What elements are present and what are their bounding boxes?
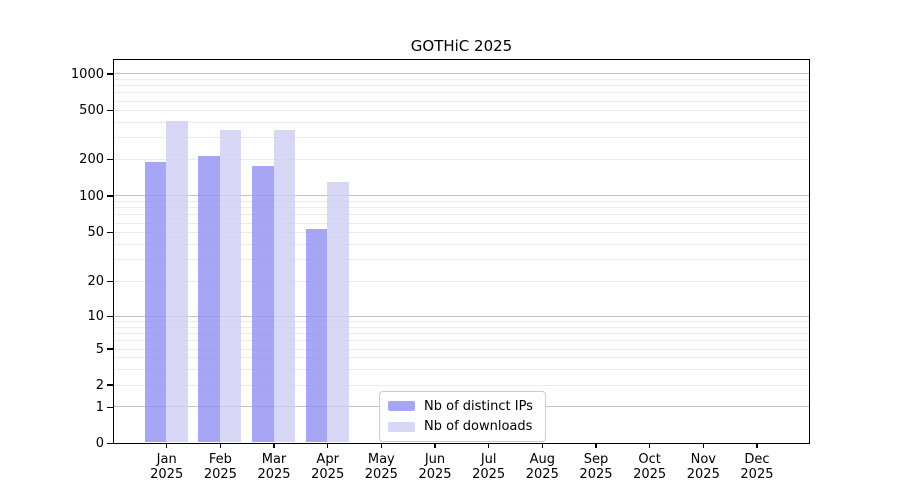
gridline-minor xyxy=(114,201,809,203)
x-tick-label: Apr 2025 xyxy=(311,451,345,483)
x-tick-mark xyxy=(756,443,758,448)
gridline-minor xyxy=(114,332,809,334)
y-tick-mark xyxy=(107,280,113,283)
y-tick-mark xyxy=(107,195,113,197)
x-tick-label: Jul 2025 xyxy=(472,451,506,483)
gridline-minor xyxy=(114,348,809,350)
bar-distinct-ips-mar-2025 xyxy=(252,165,274,442)
y-tick-label: 500 xyxy=(79,103,104,119)
legend-item: Nb of distinct IPs xyxy=(388,397,533,416)
y-tick-label: 5 xyxy=(95,341,104,357)
bar-distinct-ips-jan-2025 xyxy=(144,161,167,442)
bar-downloads-jan-2025 xyxy=(166,120,188,442)
x-tick-mark xyxy=(702,443,705,448)
x-tick-label: Oct 2025 xyxy=(633,451,667,483)
x-tick-mark xyxy=(273,443,275,448)
gridline-minor xyxy=(114,100,809,102)
x-tick-mark xyxy=(648,443,651,448)
legend-swatch-distinct-ips xyxy=(388,401,415,412)
y-tick-mark xyxy=(107,406,113,409)
x-tick-mark xyxy=(487,443,490,448)
x-tick-label: May 2025 xyxy=(364,451,398,483)
y-tick-label: 100 xyxy=(79,188,104,204)
gridline-minor xyxy=(114,259,809,261)
x-tick-label: Jan 2025 xyxy=(150,451,184,483)
y-tick-mark xyxy=(107,348,113,350)
bar-distinct-ips-feb-2025 xyxy=(198,156,220,442)
gridline-minor xyxy=(114,244,809,246)
y-tick-mark xyxy=(107,315,113,318)
x-tick-mark xyxy=(541,443,544,448)
gridline-minor xyxy=(114,214,809,216)
x-tick-mark xyxy=(165,443,168,448)
x-tick-label: Jun 2025 xyxy=(418,451,452,483)
gridline-minor xyxy=(114,232,809,234)
y-tick-mark xyxy=(107,109,113,112)
gridline-minor xyxy=(114,110,809,112)
y-tick-label: 1000 xyxy=(70,66,104,82)
gridline-major xyxy=(114,315,809,317)
y-tick-mark xyxy=(107,73,113,75)
x-tick-mark xyxy=(595,443,597,448)
y-tick-label: 10 xyxy=(87,309,104,325)
legend-item: Nb of downloads xyxy=(388,418,533,437)
bar-downloads-mar-2025 xyxy=(273,129,295,442)
chart-title: GOTHiC 2025 xyxy=(410,37,513,55)
y-tick-mark xyxy=(107,384,113,386)
gridline-minor xyxy=(114,340,809,341)
y-tick-label: 50 xyxy=(87,225,104,241)
gridline-major xyxy=(114,72,809,75)
y-tick-mark xyxy=(107,442,113,445)
gridline-minor xyxy=(114,384,809,386)
gridline-major xyxy=(114,194,809,197)
legend-swatch-downloads xyxy=(388,421,415,432)
legend-label: Nb of distinct IPs xyxy=(424,398,533,414)
bar-downloads-apr-2025 xyxy=(327,181,349,442)
x-tick-label: Dec 2025 xyxy=(740,451,774,483)
plot-area xyxy=(113,59,810,444)
y-tick-mark xyxy=(107,231,113,234)
x-tick-label: Mar 2025 xyxy=(257,451,291,483)
gridline-minor xyxy=(114,326,809,328)
y-tick-mark xyxy=(107,158,113,161)
x-tick-mark xyxy=(219,443,222,448)
y-tick-label: 0 xyxy=(95,436,104,451)
x-tick-label: Feb 2025 xyxy=(203,451,237,483)
gridline-minor xyxy=(114,92,809,94)
bar-downloads-feb-2025 xyxy=(219,129,242,442)
gridline-minor xyxy=(114,158,809,160)
y-tick-label: 2 xyxy=(95,377,104,393)
legend-label: Nb of downloads xyxy=(424,419,533,435)
x-tick-mark xyxy=(326,443,329,448)
gridline-minor xyxy=(114,222,809,224)
x-tick-label: Sep 2025 xyxy=(579,451,613,483)
gridline-minor xyxy=(114,357,809,359)
x-tick-label: Nov 2025 xyxy=(686,451,720,483)
x-tick-mark xyxy=(434,443,436,448)
legend: Nb of distinct IPs Nb of downloads xyxy=(379,391,546,442)
gridline-minor xyxy=(114,207,809,209)
gridline-minor xyxy=(114,321,809,323)
gridline-minor xyxy=(114,137,809,139)
bar-distinct-ips-apr-2025 xyxy=(305,229,328,442)
gridline-minor xyxy=(114,280,809,282)
x-tick-label: Aug 2025 xyxy=(525,451,559,483)
gridline-minor xyxy=(114,122,809,124)
x-tick-mark xyxy=(380,443,383,448)
gridline-minor xyxy=(114,79,809,81)
gridline-minor xyxy=(114,85,809,87)
y-tick-label: 200 xyxy=(79,151,104,167)
y-tick-label: 20 xyxy=(87,273,104,289)
y-tick-label: 1 xyxy=(95,399,104,415)
gridline-minor xyxy=(114,368,809,370)
